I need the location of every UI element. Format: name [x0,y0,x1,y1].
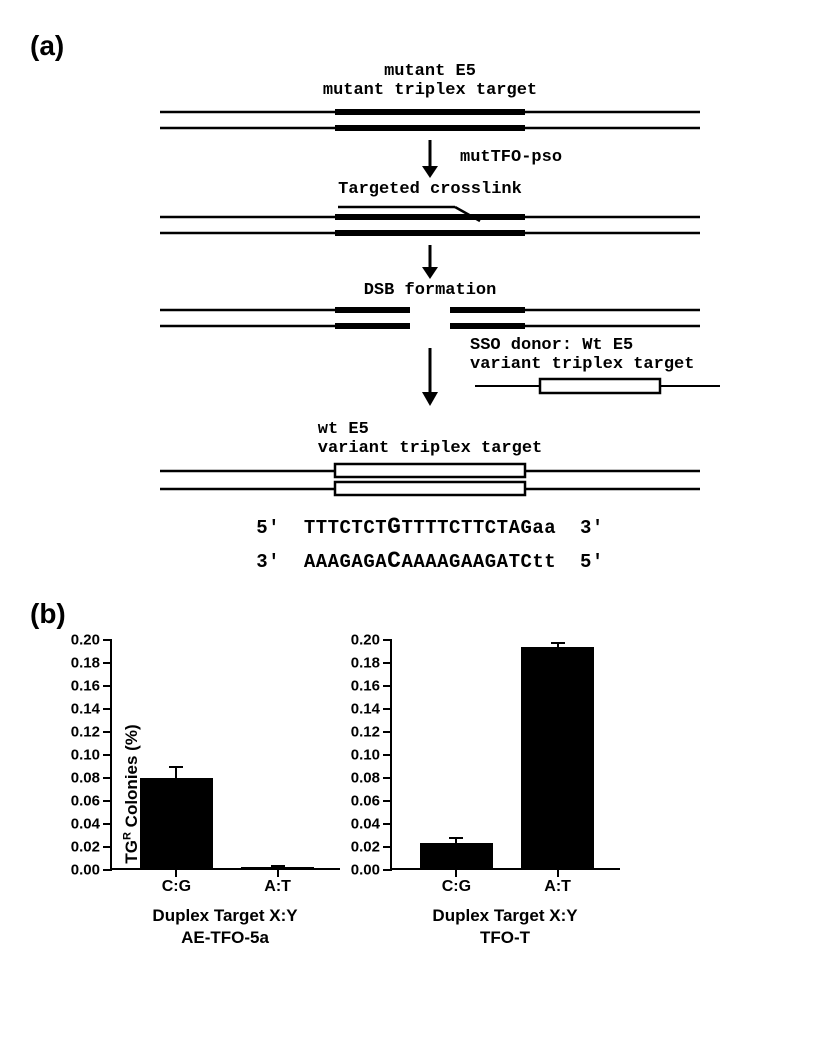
chart2-xlabel: Duplex Target X:Y [390,906,620,926]
chart2-sub: TFO-T [390,928,620,948]
bar [140,778,214,868]
label-crosslink: Targeted crosslink [120,180,740,199]
ytick-label: 0.08 [71,770,112,787]
ytick-label: 0.12 [351,724,392,741]
bar [521,647,595,868]
seq-top: 5' TTTCTCTGTTTTCTTCTAGaa 3' [120,514,740,540]
ytick-label: 0.20 [351,632,392,649]
seq-bot-5p: 5' [580,551,604,573]
seq-top-3p: 3' [580,517,604,539]
errorbar-cap [169,766,183,768]
xcat-label: C:G [442,868,471,896]
label-wt-e5: wt E5 [318,420,542,439]
xcat-label: A:T [544,868,571,896]
errorbar-cap [551,642,565,644]
chart1-sub: AE-TFO-5a [110,928,340,948]
seq-bottom: 3' AAAGAGACAAAAGAAGATCtt 5' [120,548,740,574]
label-mutant-triplex: mutant triplex target [120,81,740,100]
ytick-label: 0.10 [71,747,112,764]
ytick-label: 0.02 [71,839,112,856]
panel-a-label: (a) [30,30,796,62]
xcat-label: A:T [264,868,291,896]
chart-1: TGR Colonies (%) 0.000.020.040.060.080.1… [110,640,340,948]
ytick-label: 0.20 [71,632,112,649]
panel-b-label: (b) [30,598,796,630]
ytick-label: 0.04 [351,816,392,833]
dna-result [120,460,740,500]
label-sso1: SSO donor: Wt E5 [470,336,730,355]
chart1-xlabel: Duplex Target X:Y [110,906,340,926]
label-sso2: variant triplex target [470,355,730,374]
ytick-label: 0.00 [71,862,112,879]
ytick-label: 0.18 [351,655,392,672]
ytick-label: 0.16 [351,678,392,695]
ytick-label: 0.08 [351,770,392,787]
chart2-plot: 0.000.020.040.060.080.100.120.140.160.18… [390,640,620,870]
arrow-1: mutTFO-pso [120,138,740,180]
label-dsb: DSB formation [120,281,740,300]
bar [420,843,494,868]
ytick-label: 0.04 [71,816,112,833]
chart1-plot: 0.000.020.040.060.080.100.120.140.160.18… [110,640,340,870]
ytick-label: 0.12 [71,724,112,741]
xcat-label: C:G [162,868,191,896]
ytick-label: 0.06 [351,793,392,810]
ytick-label: 0.14 [351,701,392,718]
chart-2: 0.000.020.040.060.080.100.120.140.160.18… [390,640,620,948]
label-muttfo-pso: mutTFO-pso [460,148,562,167]
dna-crosslink [120,201,740,243]
ytick-label: 0.02 [351,839,392,856]
label-variant-triplex: variant triplex target [318,439,542,458]
charts-row: TGR Colonies (%) 0.000.020.040.060.080.1… [110,640,796,948]
ytick-label: 0.16 [71,678,112,695]
errorbar-cap [271,865,285,867]
sso-donor-glyph [470,374,730,398]
seq-bot-3p: 3' [256,551,280,573]
ytick-label: 0.14 [71,701,112,718]
errorbar [175,767,177,779]
ytick-label: 0.06 [71,793,112,810]
label-mutant-e5: mutant E5 [120,62,740,81]
arrow-2 [120,243,740,281]
seq-top-5p: 5' [256,517,280,539]
panel-a-diagram: mutant E5 mutant triplex target mutTFO-p… [120,62,740,574]
ytick-label: 0.18 [71,655,112,672]
ytick-label: 0.10 [351,747,392,764]
dna-initial [120,104,740,138]
arrow-3-row: SSO donor: Wt E5 variant triplex target [120,336,740,414]
errorbar-cap [449,837,463,839]
ytick-label: 0.00 [351,862,392,879]
dna-dsb [120,302,740,336]
